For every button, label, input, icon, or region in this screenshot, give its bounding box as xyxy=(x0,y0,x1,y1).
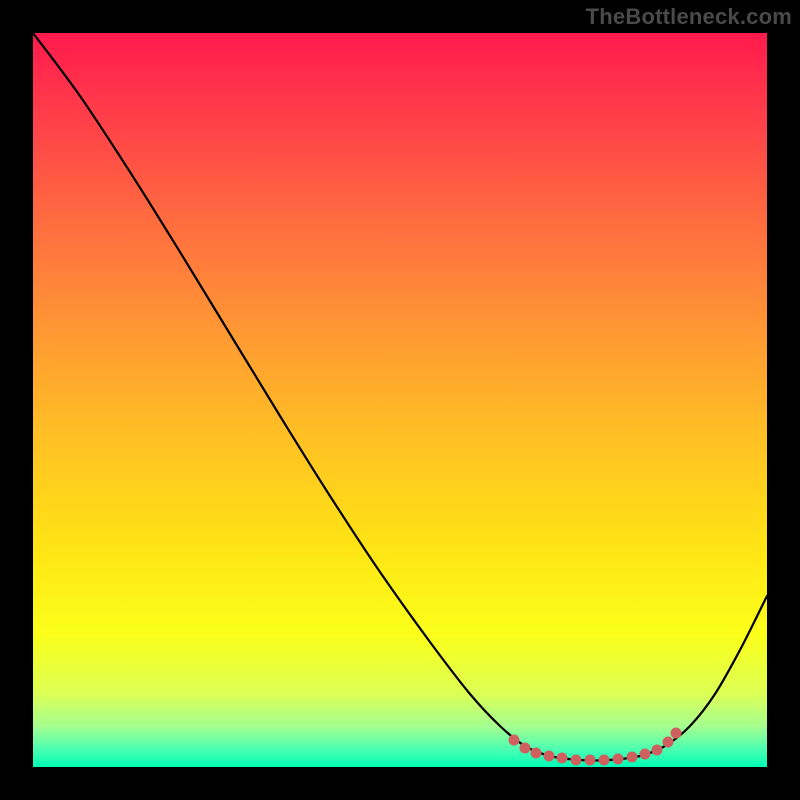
optimal-dot xyxy=(640,749,651,760)
optimal-dot xyxy=(544,751,555,762)
optimal-dot xyxy=(557,753,568,764)
optimal-dot xyxy=(671,728,682,739)
optimal-dot xyxy=(571,755,582,766)
optimal-dot xyxy=(509,735,520,746)
watermark-text: TheBottleneck.com xyxy=(586,4,792,30)
optimal-dot xyxy=(599,755,610,766)
optimal-dot xyxy=(585,755,596,766)
optimal-dot xyxy=(520,743,531,754)
chart-container: { "watermark": { "text": "TheBottleneck.… xyxy=(0,0,800,800)
plot-gradient-area xyxy=(33,33,767,767)
optimal-dot xyxy=(652,745,663,756)
optimal-dot xyxy=(531,748,542,759)
optimal-dot xyxy=(627,752,638,763)
optimal-dot xyxy=(613,754,624,765)
chart-svg xyxy=(0,0,800,800)
optimal-dot xyxy=(663,737,674,748)
